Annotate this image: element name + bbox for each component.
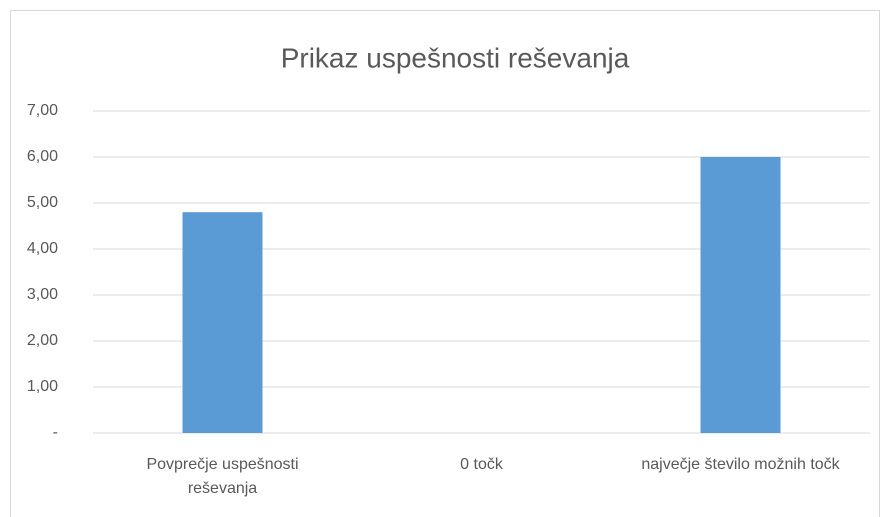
y-tick-label: 1,00 (27, 378, 58, 395)
x-tick-label: 0 točk (460, 456, 503, 473)
y-tick-label: 2,00 (27, 332, 58, 349)
y-tick-label: 6,00 (27, 148, 58, 165)
x-tick-label: največje število možnih točk (641, 456, 840, 473)
y-tick-label: 7,00 (27, 102, 58, 119)
chart-border (10, 10, 880, 517)
x-tick-label: Povprečje uspešnosti reševanja (146, 456, 299, 497)
chart-title: Prikaz uspešnosti reševanja (281, 42, 630, 73)
y-tick-label: 4,00 (27, 240, 58, 257)
bar (182, 212, 263, 433)
y-tick-label: - (53, 424, 58, 441)
bar (700, 157, 781, 433)
y-tick-label: 5,00 (27, 194, 58, 211)
y-tick-label: 3,00 (27, 286, 58, 303)
